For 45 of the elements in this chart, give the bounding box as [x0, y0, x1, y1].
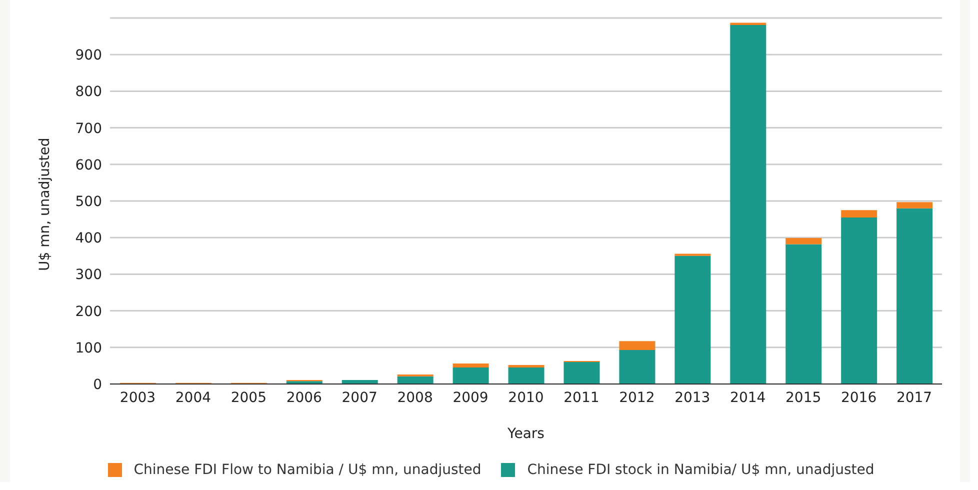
bar — [397, 376, 434, 384]
bar — [452, 368, 489, 384]
bar — [730, 24, 766, 384]
x-tick-label: 2013 — [674, 390, 710, 406]
x-tick-label: 2008 — [397, 390, 433, 406]
x-tick-label: 2009 — [452, 390, 488, 406]
bar — [786, 238, 822, 244]
y-tick-label: 100 — [75, 340, 102, 356]
y-tick-label: 800 — [75, 84, 102, 100]
bar — [619, 350, 656, 384]
x-tick-label: 2006 — [286, 390, 322, 406]
y-tick-label: 600 — [75, 157, 102, 174]
y-tick-label: 0 — [93, 376, 102, 393]
bar — [619, 341, 656, 350]
x-tick-label: 2011 — [564, 390, 600, 406]
bar — [508, 364, 544, 368]
y-tick-label: 900 — [75, 48, 102, 64]
legend-label: Chinese FDI stock in Namibia/ U$ mn, unadjusted — [526, 462, 874, 478]
y-tick-label: 200 — [75, 304, 102, 320]
bar — [896, 208, 933, 384]
bar — [841, 210, 878, 218]
bar — [786, 244, 822, 384]
x-tick-label: 2015 — [786, 390, 822, 406]
y-axis-title: U$ mn, unadjusted — [36, 138, 53, 271]
x-tick-label: 2007 — [342, 390, 378, 406]
bar — [841, 217, 878, 384]
y-tick-label: 700 — [75, 120, 102, 137]
bar — [452, 364, 489, 368]
bar — [896, 202, 933, 208]
bar — [564, 362, 600, 384]
x-tick-label: 2003 — [120, 390, 156, 406]
x-tick-label: 2016 — [840, 390, 877, 406]
legend-label: Chinese FDI Flow to Namibia / U$ mn, unadjusted — [132, 462, 482, 478]
y-tick-label: 400 — [75, 230, 102, 247]
y-tick-label: 500 — [75, 194, 102, 210]
y-tick-label: 300 — [75, 267, 102, 284]
x-tick-label: 2012 — [619, 390, 655, 406]
x-tick-label: 2004 — [175, 390, 212, 406]
x-tick-label: 2005 — [230, 390, 266, 406]
x-tick-label: 2010 — [508, 390, 544, 406]
x-tick-label: 2017 — [896, 390, 932, 406]
bar — [674, 256, 711, 384]
bar — [508, 368, 544, 384]
x-axis-title: Years — [506, 426, 544, 442]
x-tick-label: 2014 — [730, 390, 766, 406]
